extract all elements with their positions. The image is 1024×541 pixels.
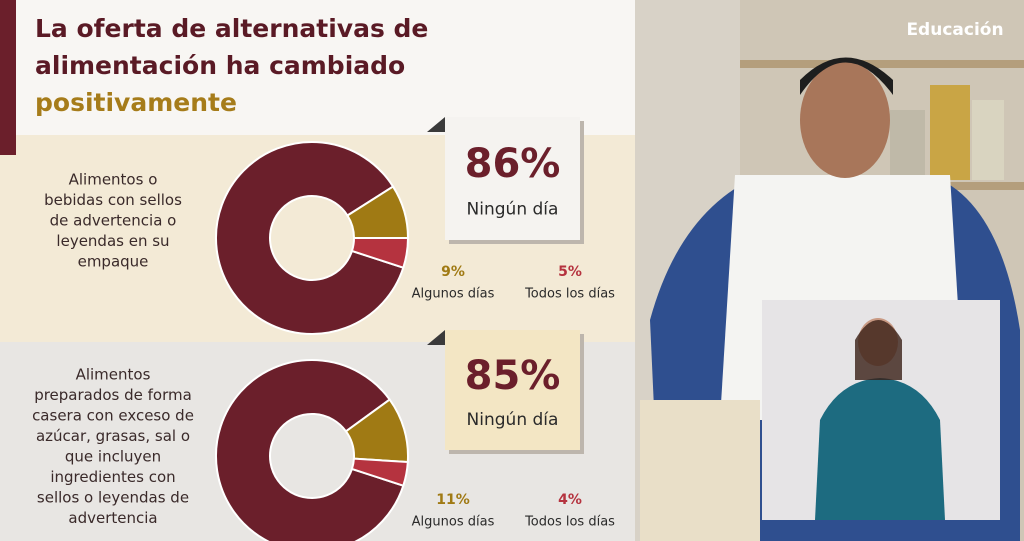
description: Alimentos [76,366,151,384]
jar [930,85,970,180]
box-corner [427,117,445,132]
description: sellos o leyendas de [37,489,189,507]
logo: Educación [906,20,1003,40]
donut-segment [215,359,405,541]
main-value-label: 86% [465,141,561,187]
donut-segment [215,141,405,335]
title-line: alimentación ha cambiado [35,51,405,80]
box-corner [427,330,445,345]
value-label: 4% [558,492,582,508]
highlight-box [445,330,580,450]
main-category: Ningún día [467,410,559,430]
description: leyendas en su [56,232,169,250]
value-label: 5% [558,264,582,280]
description: ingredientes con [50,468,175,486]
donut-segment [350,237,410,269]
interpreter-body [815,378,945,520]
food [640,400,760,541]
category-label: Algunos días [412,515,495,530]
person-head [800,62,890,178]
description: de advertencia o [50,212,177,230]
value-label: 9% [441,264,465,280]
donut-segment [350,457,409,487]
hair-net [800,57,893,95]
header-bg [0,0,635,135]
jar [890,110,925,180]
title-line: La oferta de alternativas de [35,14,428,43]
description: advertencia [68,509,157,527]
interpreter-hair [855,320,902,380]
title-highlight: positivamente [35,88,237,117]
description: empaque [78,253,149,271]
accent-bar [0,0,16,155]
description: casera con exceso de [32,407,194,425]
description: que incluyen [65,448,161,466]
main-category: Ningún día [467,199,559,219]
highlight-box [445,117,580,240]
value-label: 11% [436,492,470,508]
category-label: Algunos días [412,287,495,302]
category-label: Todos los días [524,287,615,302]
description: azúcar, grasas, sal o [36,427,190,445]
shelf [740,60,1024,68]
description: Alimentos o [69,171,158,189]
category-label: Todos los días [524,515,615,530]
jar [972,100,1004,180]
description: preparados de forma [34,386,192,404]
description: bebidas con sellos [44,191,182,209]
main-value-label: 85% [465,353,561,399]
